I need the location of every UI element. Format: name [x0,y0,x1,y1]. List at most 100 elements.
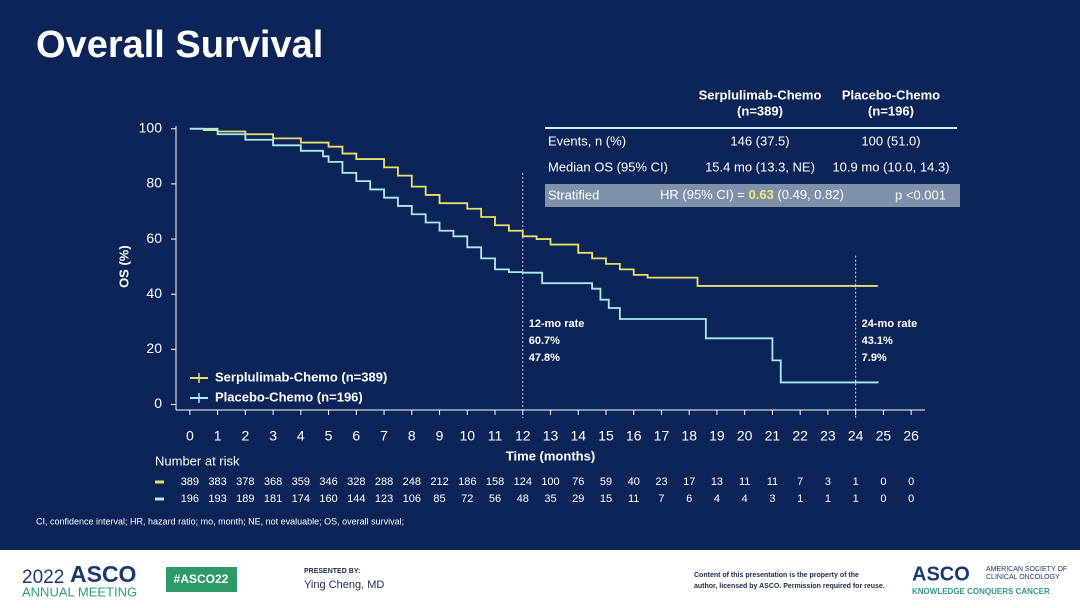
x-tick-label: 13 [543,428,559,444]
y-tick-label: 100 [139,119,163,135]
x-tick-label: 14 [570,428,586,444]
stats-table: Serplulimab-Chemo (n=389) Placebo-Chemo … [545,87,960,207]
risk-count: 1 [825,493,831,505]
stratified-band [545,184,960,207]
x-tick-label: 15 [598,428,614,444]
logo-year: 2022 [22,567,64,588]
annotation-rate: 60.7% [529,335,560,347]
annotation-rate: 47.8% [529,352,560,364]
notice: author, licensed by ASCO. Permission req… [694,583,885,590]
notice: Content of this presentation is the prop… [694,572,859,579]
risk-count: 212 [430,476,448,488]
risk-count: 56 [489,493,501,505]
column-header: (n=196) [868,103,914,118]
risk-count: 72 [461,493,473,505]
risk-count: 0 [908,493,914,505]
risk-count: 1 [797,493,803,505]
risk-count: 193 [208,493,226,505]
tagline: KNOWLEDGE CONQUERS CANCER [912,587,1050,596]
row-label: Median OS (95% CI) [548,159,668,174]
row-label: Events, n (%) [548,133,626,148]
x-tick-label: 12 [515,428,531,444]
hr-text: HR (95% CI) = [660,187,749,202]
x-tick-label: 3 [269,428,277,444]
risk-count: 144 [347,493,365,505]
risk-count: 174 [292,493,310,505]
x-tick-label: 22 [792,428,808,444]
society-logo: ASCO [912,563,970,585]
annotation-label: 12-mo rate [529,318,585,330]
society-name: CLINICAL ONCOLOGY [986,574,1060,581]
risk-count: 288 [375,476,393,488]
risk-count: 17 [683,476,695,488]
risk-count: 23 [655,476,667,488]
legend-label: Serplulimab-Chemo (n=389) [215,369,387,384]
annotation-rate: 7.9% [862,352,887,364]
risk-count: 13 [711,476,723,488]
logo-brand: ASCO [70,561,136,587]
survival-curve [189,127,879,384]
presenter: Ying Cheng, MD [304,579,384,591]
x-tick-label: 7 [380,428,388,444]
x-tick-label: 18 [681,428,697,444]
risk-count: 124 [514,476,532,488]
x-tick-label: 8 [408,428,416,444]
risk-count: 15 [600,493,612,505]
x-tick-label: 21 [765,428,781,444]
risk-count: 11 [628,493,639,505]
risk-count: 7 [658,493,664,505]
hashtag-box [166,567,237,592]
x-tick-label: 26 [903,428,919,444]
legend-label: Placebo-Chemo (n=196) [215,389,363,404]
risk-count: 48 [517,493,529,505]
risk-count: 4 [742,493,748,505]
footnote: CI, confidence interval; HR, hazard rati… [36,516,404,526]
risk-count: 158 [486,476,504,488]
column-header: Placebo-Chemo [842,87,940,102]
x-tick-label: 4 [297,428,305,444]
row-label: Stratified [548,187,599,202]
risk-count: 368 [264,476,282,488]
risk-count: 389 [181,476,199,488]
risk-count: 4 [714,493,720,505]
risk-count: 1 [853,476,859,488]
y-tick-label: 20 [146,340,162,356]
risk-count: 7 [797,476,803,488]
y-tick-label: 0 [154,395,162,411]
cell: 10.9 mo (10.0, 14.3) [832,159,949,174]
risk-count: 6 [686,493,692,505]
risk-count: 11 [767,476,778,488]
survival-curve [189,127,878,287]
x-tick-label: 6 [352,428,360,444]
risk-count: 189 [236,493,254,505]
risk-count: 181 [264,493,282,505]
x-tick-label: 0 [186,428,194,444]
x-tick-label: 9 [436,428,444,444]
y-tick-label: 40 [146,285,162,301]
risk-count: 11 [739,476,750,488]
x-axis-label: Time (months) [506,448,595,463]
cell: 146 (37.5) [730,133,789,148]
background [0,0,1080,550]
column-header: Serplulimab-Chemo [699,87,822,102]
annotation-label: 24-mo rate [862,318,918,330]
presented-by: PRESENTED BY: [304,568,360,575]
society-name: AMERICAN SOCIETY OF [986,566,1067,573]
logo-meeting: ANNUAL MEETING [22,584,137,599]
y-axis-label: OS (%) [116,245,131,288]
risk-count: 123 [375,493,393,505]
x-tick-label: 19 [709,428,725,444]
x-tick-label: 1 [214,428,222,444]
y-tick-label: 80 [146,175,162,191]
x-tick-label: 2 [241,428,249,444]
risk-count: 40 [628,476,640,488]
x-tick-label: 24 [848,428,864,444]
x-tick-label: 25 [876,428,892,444]
x-tick-label: 10 [459,428,475,444]
hazard-ratio: HR (95% CI) = 0.63 (0.49, 0.82) [660,187,844,202]
p-value: p <0.001 [895,187,946,202]
x-tick-label: 11 [488,428,503,444]
risk-count: 383 [208,476,226,488]
